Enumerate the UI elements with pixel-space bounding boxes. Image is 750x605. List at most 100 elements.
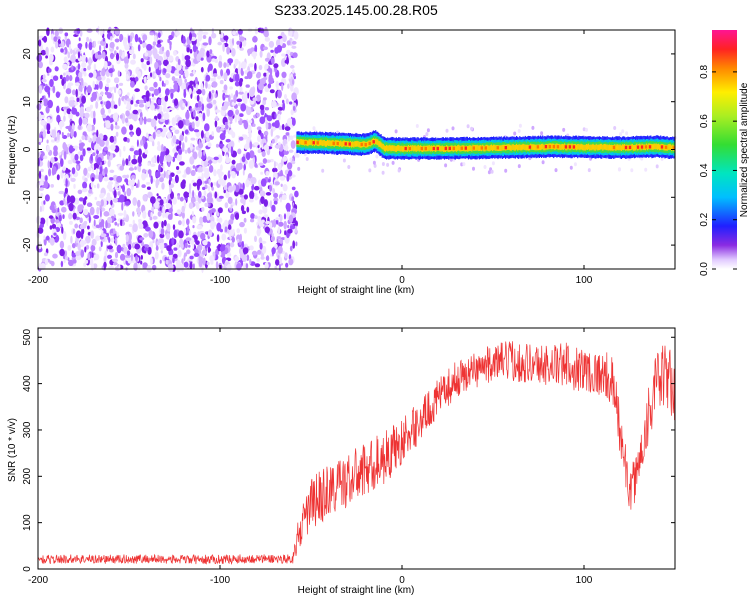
spectrogram-noise-cell [216, 217, 219, 222]
spectrogram-noise-cell [116, 232, 119, 237]
spectrogram-noise-cell [130, 100, 134, 105]
signal-line-cell [371, 139, 373, 145]
spectrogram-noise-cell [245, 143, 250, 150]
snr-series-line [38, 341, 675, 565]
spectrogram-noise-cell [214, 109, 221, 113]
signal-line-cell [306, 140, 308, 146]
spectrogram-noise-cell [93, 215, 100, 219]
spectrogram-noise-cell [128, 49, 135, 55]
spectrogram-noise-cell [167, 170, 171, 175]
spectrogram-noise-cell [58, 152, 62, 156]
spectrogram-noise-cell [269, 222, 273, 229]
spectrogram-noise-cell [162, 197, 167, 204]
spectrogram-noise-cell [106, 183, 113, 190]
spectrogram-noise-cell [231, 159, 236, 165]
spectrogram-noise-cell [226, 61, 230, 68]
signal-line-cell [346, 141, 348, 147]
spectrogram-noise-cell [90, 257, 94, 266]
spectrogram-noise-cell [200, 57, 204, 61]
spectrogram-noise-cell [114, 28, 120, 35]
signal-line-cell [491, 145, 494, 152]
spectrogram-noise-cell [224, 226, 228, 233]
spectrogram-noise-cell [245, 152, 251, 161]
spectrogram-noise-cell [206, 50, 210, 58]
signal-line-cell [577, 144, 579, 150]
signal-line-cell [447, 145, 449, 152]
spectrogram-noise-cell [245, 106, 252, 116]
spectrogram-noise-cell [210, 221, 215, 230]
signal-line-cell [604, 143, 606, 150]
spectrogram-noise-cell [126, 174, 130, 179]
spectrogram-noise-cell [124, 44, 130, 51]
spectrogram-noise-cell [123, 37, 128, 46]
spectrogram-noise-cell [291, 117, 296, 127]
spectrogram-noise-cell [285, 98, 289, 105]
spectrogram-noise-cell [644, 167, 648, 172]
spectrogram-noise-cell [257, 135, 261, 142]
spectrogram-noise-cell [143, 76, 147, 84]
signal-peak-cell [612, 145, 616, 150]
spectrogram-noise-cell [192, 151, 198, 160]
spectrogram-noise-cell [128, 244, 132, 250]
signal-line-cell [458, 144, 460, 151]
signal-line-cell [363, 141, 365, 147]
spectrogram-noise-cell [119, 148, 122, 158]
spectrogram-noise-cell [132, 53, 136, 60]
signal-line-cell [593, 144, 595, 151]
y-tick-label: 100 [22, 514, 33, 531]
spectrogram-noise-cell [281, 71, 287, 79]
spectrogram-noise-cell [279, 214, 283, 222]
spectrogram-noise-cell [152, 47, 158, 57]
spectrogram-noise-cell [273, 63, 279, 69]
spectrogram-noise-cell [125, 158, 129, 166]
spectrogram-noise-cell [135, 255, 138, 262]
spectrogram-noise-cell [36, 103, 42, 111]
signal-line-cell [559, 144, 561, 151]
signal-line-cell [335, 140, 337, 146]
spectrogram-noise-cell [513, 131, 517, 136]
spectrogram-noise-cell [138, 148, 142, 157]
signal-line-cell [524, 144, 526, 151]
spectrogram-noise-cell [216, 234, 220, 243]
spectrogram-noise-cell [79, 30, 83, 37]
signal-peak-cell [484, 146, 487, 150]
spectrogram-noise-cell [98, 246, 102, 252]
spectrogram-noise-cell [82, 148, 86, 157]
spectrogram-noise-cell [285, 202, 291, 211]
spectrogram-noise-cell [129, 77, 133, 81]
spectrogram-noise-cell [202, 239, 208, 246]
spectrogram-noise-cell [215, 115, 219, 122]
spectrogram-noise-cell [50, 46, 55, 53]
spectrogram-noise-cell [223, 35, 229, 41]
spectrogram-noise-cell [197, 231, 201, 238]
spectrogram-noise-cell [143, 116, 147, 125]
spectrogram-noise-cell [85, 41, 88, 49]
spectrogram-noise-cell [43, 200, 46, 205]
spectrogram-noise-cell [386, 162, 390, 167]
spectrogram-noise-cell [68, 259, 74, 267]
signal-line-cell [477, 145, 479, 152]
spectrogram-noise-cell [216, 222, 222, 232]
spectrogram-noise-cell [147, 162, 150, 166]
spectrogram-noise-cell [52, 85, 56, 94]
spectrogram-noise-cell [63, 109, 67, 116]
spectrogram-noise-cell [133, 262, 138, 271]
signal-line-cell [500, 145, 502, 151]
spectrogram-noise-cell [274, 144, 281, 149]
spectrogram-noise-cell [122, 216, 129, 222]
colorbar-tick-label: 0.4 [699, 163, 710, 177]
signal-line-cell [590, 144, 592, 151]
signal-line-cell [379, 141, 381, 147]
spectrogram-noise-cell [146, 60, 150, 66]
spectrogram-noise-cell [83, 167, 88, 176]
spectrogram-noise-cell [554, 168, 558, 173]
spectrogram-noise-cell [582, 127, 586, 132]
spectrogram-noise-cell [76, 28, 81, 34]
spectrogram-noise-cell [196, 178, 203, 186]
spectrogram-noise-cell [269, 89, 275, 94]
spectrogram-noise-cell [108, 177, 114, 181]
spectrogram-noise-cell [53, 145, 58, 152]
spectrogram-noise-cell [101, 230, 104, 234]
spectrogram-noise-cell [172, 256, 175, 264]
spectrogram-noise-cell [157, 211, 162, 217]
